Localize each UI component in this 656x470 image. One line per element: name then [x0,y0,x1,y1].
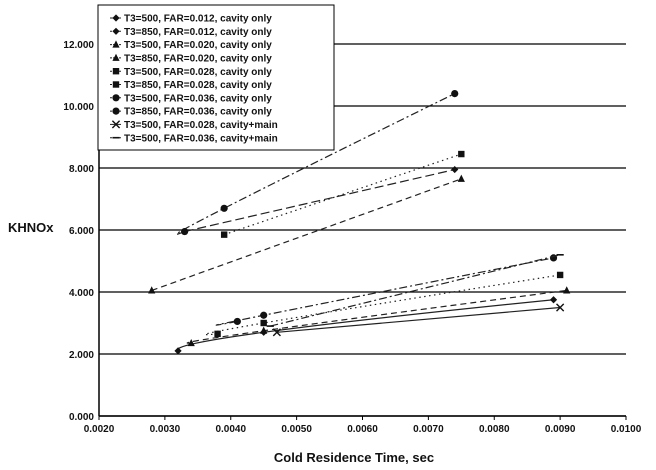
series-4 [204,271,564,338]
y-tick-label: 6.000 [69,226,94,237]
x-tick-label: 0.0100 [611,424,642,435]
series-5 [220,150,465,238]
legend-marker [111,120,121,129]
series-line [223,153,462,236]
legend-entry: T3=500, FAR=0.036, cavity+main [124,133,278,144]
legend-entry: T3=850, FAR=0.036, cavity only [124,107,272,118]
y-tick-label: 0.000 [69,412,94,423]
data-point [181,227,189,236]
legend-marker [112,53,120,61]
data-point [233,317,241,326]
data-point [556,271,564,279]
series-2 [186,286,571,347]
series-line [270,254,561,327]
series-line [184,168,455,233]
legend-marker [112,81,120,88]
series-line [276,306,561,333]
data-point [220,231,228,238]
data-point [260,311,268,319]
data-point [174,347,182,355]
y-tick-label: 4.000 [69,288,94,299]
data-point [260,319,267,327]
legend-entry: T3=500, FAR=0.028, cavity+main [124,120,278,131]
data-point [187,338,195,347]
legend-marker [112,27,120,35]
data-point [457,174,465,182]
data-point [549,296,558,304]
legend-entry: T3=500, FAR=0.020, cavity only [124,40,272,51]
data-point [556,303,565,312]
series-line [151,178,462,292]
legend-entry: T3=850, FAR=0.028, cavity only [124,80,272,91]
legend-entry: T3=850, FAR=0.012, cavity only [124,27,272,38]
legend: T3=500, FAR=0.012, cavity only T3=850, FA… [97,4,335,151]
series-7 [175,90,459,236]
legend-marker [112,40,120,48]
data-point [260,326,268,334]
x-tick-label: 0.0080 [479,424,510,435]
data-point [214,330,221,338]
x-tick-label: 0.0020 [84,424,115,435]
x-tick-label: 0.0070 [413,424,444,435]
x-tick-label: 0.0060 [347,424,378,435]
x-tick-label: 0.0030 [150,424,181,435]
series-line [204,274,561,336]
legend-entry: T3=500, FAR=0.012, cavity only [124,14,272,25]
series-line [175,93,455,235]
data-point [451,90,459,98]
y-tick-label: 10.000 [63,102,94,113]
y-tick-label: 2.000 [69,350,94,361]
y-axis-title: KHNOx [8,220,54,235]
series-9 [266,254,564,327]
legend-box [97,4,335,151]
legend-marker [112,14,120,22]
data-point [272,328,281,337]
legend-marker [112,68,120,75]
legend-entry: T3=500, FAR=0.036, cavity only [124,93,272,104]
series-8 [272,303,565,337]
data-point [458,150,465,158]
x-tick-label: 0.0090 [545,424,576,435]
legend-marker [112,94,120,102]
legend-marker [112,107,120,115]
y-tick-label: 12.000 [63,40,94,51]
data-series [148,90,571,355]
series-3 [148,174,465,294]
y-tick-label: 8.000 [69,164,94,175]
data-point [451,165,459,174]
legend-entry: T3=500, FAR=0.028, cavity only [124,67,272,78]
tick-labels: 0.000 2.000 4.000 6.000 8.000 10.000 12.000 0.0… [63,40,641,435]
x-tick-label: 0.0040 [215,424,246,435]
x-tick-label: 0.0050 [281,424,312,435]
data-point [220,204,228,212]
data-point [148,286,156,294]
legend-entry: T3=850, FAR=0.020, cavity only [124,54,272,65]
x-axis-title: Cold Residence Time, sec [274,450,434,465]
data-point [563,286,571,294]
